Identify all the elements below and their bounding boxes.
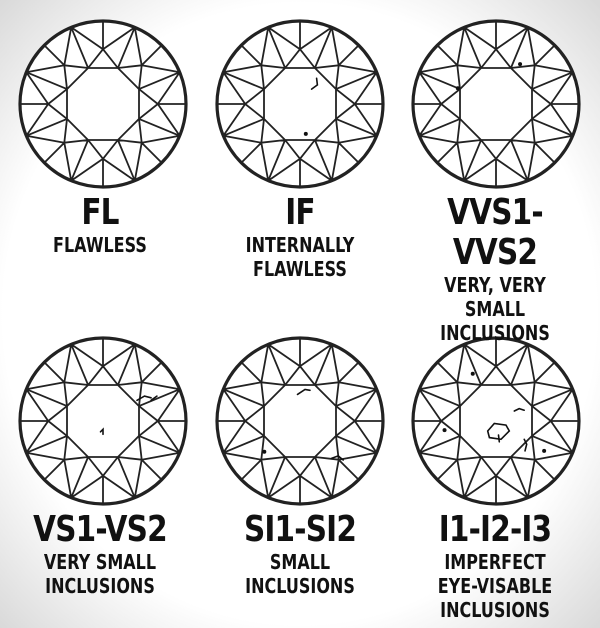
grade-code: FL bbox=[81, 192, 119, 233]
inclusion-mark bbox=[99, 427, 104, 436]
grade-description: VERY, VERY SMALL bbox=[444, 273, 546, 321]
inclusion-dot bbox=[542, 448, 547, 453]
diamond-4 bbox=[18, 336, 188, 506]
grade-code: IF bbox=[285, 192, 315, 233]
inclusion-mark bbox=[497, 434, 501, 443]
grade-cell-si: SI1-SI2 SMALL INCLUSIONS bbox=[200, 509, 400, 599]
grade-description: INCLUSIONS bbox=[440, 598, 550, 622]
grade-description: INCLUSIONS bbox=[440, 321, 550, 345]
grade-cell-vvs: VVS1-VVS2 VERY, VERY SMALL INCLUSIONS bbox=[395, 192, 595, 346]
grade-description: SMALL bbox=[269, 550, 331, 574]
grade-description: IMPERFECT bbox=[444, 550, 546, 574]
grade-description: INCLUSIONS bbox=[45, 574, 155, 598]
diamond-6 bbox=[411, 336, 581, 506]
crown-facets bbox=[20, 338, 186, 504]
inclusion-mark bbox=[523, 438, 528, 452]
grade-cell-if: IF INTERNALLY FLAWLESS bbox=[200, 192, 400, 282]
diamond-2 bbox=[215, 19, 385, 189]
grade-code: SI1-SI2 bbox=[243, 509, 357, 550]
inclusion-dot bbox=[470, 371, 475, 376]
inclusion-mark bbox=[486, 422, 511, 441]
inclusion-dot bbox=[518, 62, 523, 67]
grade-cell-fl: FL FLAWLESS bbox=[0, 192, 200, 258]
crown-facets bbox=[217, 338, 383, 504]
grade-code: VVS1-VVS2 bbox=[447, 192, 543, 273]
diamond-1 bbox=[18, 19, 188, 189]
inclusion-mark bbox=[330, 454, 344, 461]
grade-cell-vs: VS1-VS2 VERY SMALL INCLUSIONS bbox=[0, 509, 200, 599]
inclusion-dot bbox=[303, 131, 308, 136]
grade-description: INTERNALLY bbox=[245, 233, 355, 257]
grade-description: FLAWLESS bbox=[53, 233, 147, 257]
grade-description: VERY SMALL bbox=[43, 550, 157, 574]
inclusion-mark bbox=[513, 407, 525, 412]
inclusion-mark bbox=[150, 395, 158, 402]
inclusion-mark bbox=[310, 77, 319, 90]
grade-description: FLAWLESS bbox=[253, 257, 347, 281]
crown-facets bbox=[217, 21, 383, 187]
inclusion-dot bbox=[442, 428, 447, 433]
crown-facets bbox=[413, 338, 579, 504]
diamond-3 bbox=[411, 19, 581, 189]
crown-facets bbox=[20, 21, 186, 187]
inclusion-dot bbox=[262, 449, 267, 454]
crown-facets bbox=[413, 21, 579, 187]
inclusion-dot bbox=[455, 86, 460, 91]
inclusion-mark bbox=[136, 395, 152, 402]
grade-description: EYE-VISABLE bbox=[437, 574, 553, 598]
grade-code: VS1-VS2 bbox=[33, 509, 167, 550]
grade-cell-i: I1-I2-I3 IMPERFECT EYE-VISABLE INCLUSION… bbox=[395, 509, 595, 623]
diamond-5 bbox=[215, 336, 385, 506]
inclusion-mark bbox=[296, 388, 311, 396]
grade-code: I1-I2-I3 bbox=[438, 509, 552, 550]
grade-description: INCLUSIONS bbox=[245, 574, 355, 598]
